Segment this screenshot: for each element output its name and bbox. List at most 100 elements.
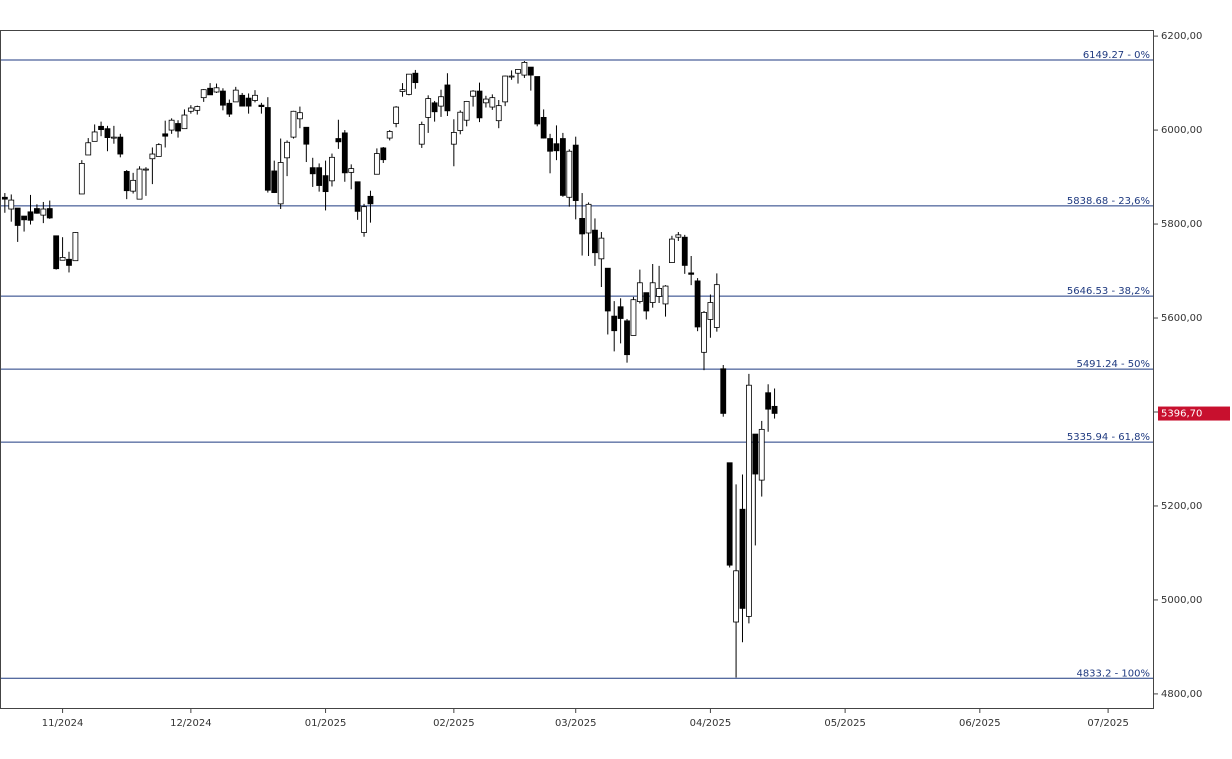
candle-body xyxy=(1,196,8,200)
candle-body xyxy=(630,299,637,336)
candle-body xyxy=(14,207,21,226)
candle-body xyxy=(566,150,573,198)
fib-label: 6149.27 - 0% xyxy=(1083,50,1150,61)
candle-body xyxy=(354,181,361,212)
candle-body xyxy=(572,144,579,201)
candle-body xyxy=(348,168,355,173)
candle-body xyxy=(701,311,707,353)
candle-body xyxy=(559,138,566,196)
x-tick-label: 05/2025 xyxy=(824,718,866,729)
candle-body xyxy=(636,282,643,302)
candle-body xyxy=(361,206,367,233)
x-tick-label: 12/2024 xyxy=(170,718,212,729)
y-tick-label: 4800,00 xyxy=(1161,689,1202,700)
candle-body xyxy=(726,462,733,566)
candle-body xyxy=(527,66,534,76)
candle-body xyxy=(277,162,284,205)
last-price-marker xyxy=(1158,406,1230,421)
candle-body xyxy=(547,138,553,152)
candle-body xyxy=(213,87,220,93)
candle-body xyxy=(720,368,727,414)
candle-body xyxy=(72,232,79,262)
candle-body xyxy=(669,238,675,263)
candle-body xyxy=(98,125,104,131)
y-tick-label: 6200,00 xyxy=(1161,31,1202,42)
candle-body xyxy=(194,106,201,111)
candle-body xyxy=(675,234,682,238)
x-tick-label: 03/2025 xyxy=(555,718,597,729)
candle-body xyxy=(200,89,207,99)
candle-body xyxy=(290,110,297,138)
candle-body xyxy=(662,285,669,305)
candle-body xyxy=(508,75,515,78)
candle-body xyxy=(611,315,618,332)
candle-body xyxy=(489,97,496,108)
candle-body xyxy=(380,147,387,161)
candle-body xyxy=(406,73,412,95)
candle-body xyxy=(412,72,419,84)
candle-body xyxy=(149,153,156,160)
candle-body xyxy=(604,267,611,312)
candle-body xyxy=(393,106,400,124)
candle-body xyxy=(303,126,310,145)
candle-body xyxy=(232,89,239,103)
x-tick-label: 02/2025 xyxy=(433,718,475,729)
candle-body xyxy=(386,131,393,139)
candle-body xyxy=(483,98,489,104)
candle-body xyxy=(515,69,521,74)
candle-body xyxy=(758,428,765,481)
fib-label: 5491.24 - 50% xyxy=(1076,359,1150,370)
candle-body xyxy=(284,141,290,159)
candle-body xyxy=(168,119,175,131)
candle-body xyxy=(656,288,663,297)
candle-body xyxy=(297,112,303,120)
candle-body xyxy=(585,203,592,234)
candle-body xyxy=(123,171,130,192)
y-tick-label: 5000,00 xyxy=(1161,595,1202,606)
candle-body xyxy=(540,116,547,139)
candle-body xyxy=(91,131,98,142)
candle-body xyxy=(46,208,53,219)
candle-body xyxy=(322,175,329,193)
candle-body xyxy=(59,257,66,261)
candle-body xyxy=(450,132,457,145)
candle-body xyxy=(592,229,598,254)
candle-body xyxy=(162,133,169,137)
candle-body xyxy=(752,433,759,475)
x-tick-label: 01/2025 xyxy=(305,718,347,729)
candle-body xyxy=(335,138,342,143)
candle-body xyxy=(553,143,560,152)
fib-label: 5838.68 - 23,6% xyxy=(1067,196,1150,207)
candle-body xyxy=(707,302,714,320)
candle-body xyxy=(444,84,451,112)
candle-body xyxy=(85,142,92,156)
candle-body xyxy=(239,94,246,107)
candle-body xyxy=(78,163,85,195)
candle-body xyxy=(502,75,509,103)
candle-body xyxy=(117,136,124,155)
candle-body xyxy=(264,107,271,191)
candle-body xyxy=(373,153,380,175)
x-tick-label: 04/2025 xyxy=(690,718,732,729)
candle-body xyxy=(624,320,630,356)
candle-body xyxy=(476,90,483,119)
candle-body xyxy=(226,102,233,115)
last-price-label: 5396,70 xyxy=(1161,409,1202,420)
fib-label: 5335.94 - 61,8% xyxy=(1067,432,1150,443)
candle-body xyxy=(53,235,60,270)
candle-body xyxy=(21,215,27,221)
fib-label: 5646.53 - 38,2% xyxy=(1067,286,1150,297)
candle-body xyxy=(534,76,541,125)
candle-body xyxy=(66,258,72,266)
x-tick-label: 11/2024 xyxy=(42,718,84,729)
candle-body xyxy=(579,218,586,235)
y-tick-label: 5600,00 xyxy=(1161,313,1202,324)
candle-body xyxy=(771,405,778,414)
candle-body xyxy=(110,136,117,139)
candle-body xyxy=(130,179,137,192)
candle-body xyxy=(431,102,438,113)
candle-body xyxy=(681,236,688,266)
candle-body xyxy=(521,62,528,76)
y-tick-label: 5800,00 xyxy=(1161,219,1202,230)
